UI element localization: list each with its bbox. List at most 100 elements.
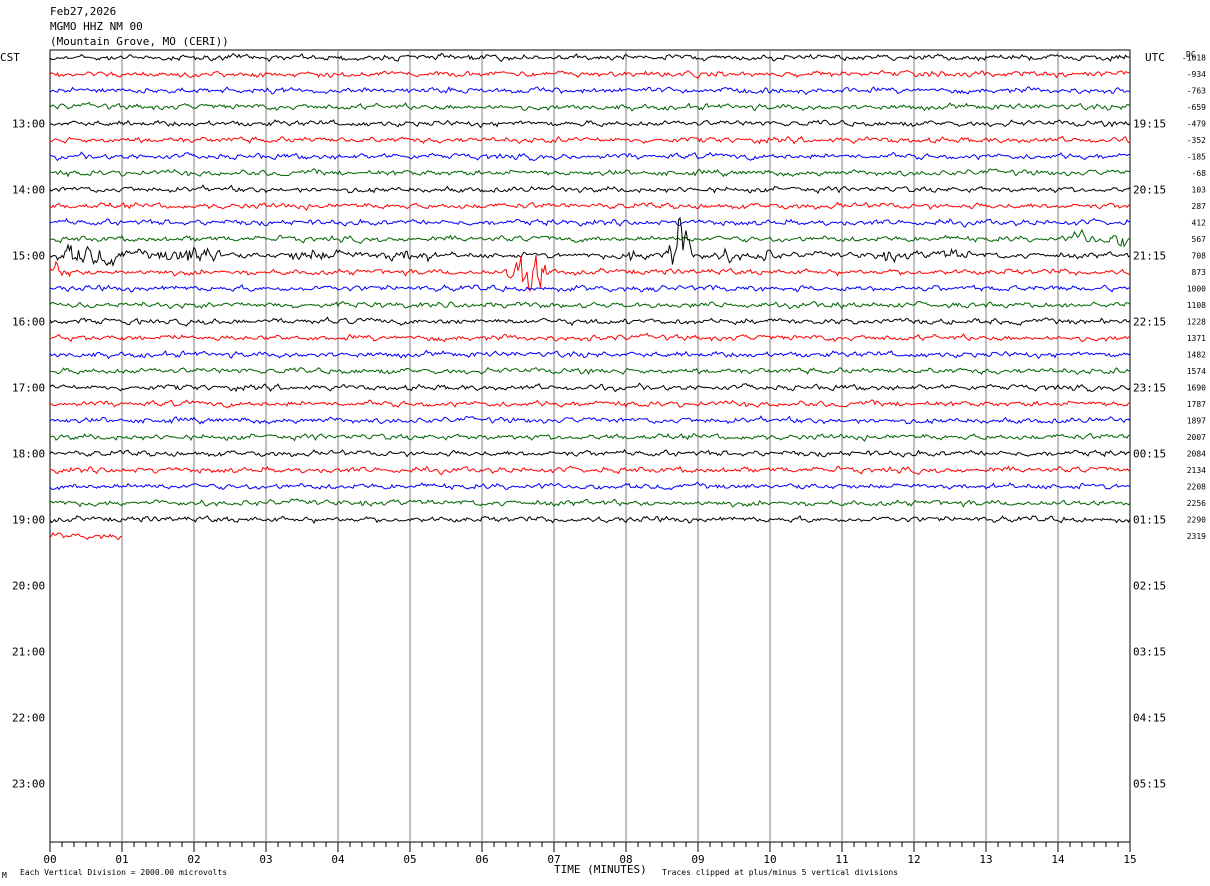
x-tick-label: 06: [475, 853, 488, 866]
seismic-trace: [49, 228, 1131, 248]
trace-group: [49, 52, 1131, 540]
seismic-trace: [49, 465, 1131, 476]
dc-offset-label: 1108: [1187, 301, 1206, 310]
x-tick-label: 08: [619, 853, 632, 866]
seismic-trace: [49, 498, 1131, 508]
seismic-trace: [49, 432, 1131, 442]
axes-group: 00 01 02 03 04 05 06 07 08 09 10 11 12 13 14 15 13:00 19:…: [12, 54, 1206, 867]
seismic-trace: [49, 316, 1131, 327]
cst-hour-label: 21:00: [12, 646, 45, 659]
x-tick-label: 10: [763, 853, 776, 866]
x-tick-label: 09: [691, 853, 704, 866]
x-tick-label: 14: [1051, 853, 1065, 866]
dc-offset-label: 708: [1192, 252, 1207, 261]
footer-scale-note: Each Vertical Division = 2000.00 microvo…: [20, 868, 227, 877]
seismic-trace: [49, 332, 1131, 343]
seismic-trace: [49, 217, 1131, 228]
x-axis-title: TIME (MINUTES): [554, 863, 647, 876]
seismic-trace: [49, 415, 1131, 425]
header-station: MGMO HHZ NM 00: [50, 20, 143, 33]
dc-offset-label: 567: [1192, 235, 1207, 244]
x-tick-label: 02: [187, 853, 200, 866]
header-date: Feb27,2026: [50, 5, 117, 18]
seismic-trace: [49, 69, 1131, 80]
x-tick-label: 15: [1123, 853, 1136, 866]
seismic-trace: [49, 86, 1130, 96]
dc-label: DC: [1186, 50, 1196, 59]
utc-hour-label: 22:15: [1133, 316, 1166, 329]
dc-offset-label: 1574: [1187, 367, 1206, 376]
seismic-trace: [49, 349, 1131, 360]
dc-offset-label: -185: [1187, 153, 1206, 162]
x-tick-label: 04: [331, 853, 345, 866]
plot-frame: [49, 49, 1131, 843]
grid-lines: [49, 49, 1131, 843]
seismic-trace: [49, 168, 1130, 178]
seismic-trace: [49, 201, 1131, 211]
dc-offset-label: 103: [1192, 186, 1207, 195]
x-tick-label: 13: [979, 853, 992, 866]
seismic-trace: [49, 366, 1131, 376]
dc-offset-label: 2290: [1187, 516, 1206, 525]
seismic-trace: [49, 382, 1131, 393]
dc-offset-label: 1482: [1187, 351, 1206, 360]
x-tick-label: 01: [115, 853, 128, 866]
dc-offset-label: 2319: [1187, 532, 1206, 541]
seismic-trace: [49, 119, 1131, 129]
cst-axis-label: CST: [0, 51, 20, 64]
header-location: (Mountain Grove, MO (CERI)): [50, 35, 229, 48]
utc-hour-label: 01:15: [1133, 514, 1166, 527]
cst-hour-label: 23:00: [12, 778, 45, 791]
seismic-trace: [49, 399, 1131, 409]
dc-offset-label: 1228: [1187, 318, 1206, 327]
dc-offset-label: -352: [1187, 136, 1206, 145]
seismic-trace: [49, 255, 1131, 293]
cst-hour-label: 22:00: [12, 712, 45, 725]
utc-hour-label: 20:15: [1133, 184, 1166, 197]
cst-hour-label: 13:00: [12, 118, 45, 131]
cst-hour-label: 15:00: [12, 250, 45, 263]
dc-offset-label: -68: [1192, 169, 1207, 178]
x-tick-label: 12: [907, 853, 920, 866]
dc-offset-label: 2256: [1187, 499, 1206, 508]
utc-hour-label: 05:15: [1133, 778, 1166, 791]
cst-hour-label: 19:00: [12, 514, 45, 527]
seismic-trace: [49, 216, 1131, 267]
dc-offset-label: 1690: [1187, 384, 1206, 393]
utc-hour-label: 19:15: [1133, 118, 1166, 131]
dc-offset-label: 1000: [1187, 285, 1206, 294]
dc-offset-label: 1897: [1187, 417, 1206, 426]
seismic-trace: [49, 482, 1131, 491]
utc-hour-label: 00:15: [1133, 448, 1166, 461]
corner-mark: M: [2, 871, 7, 880]
dc-offset-label: 2084: [1187, 450, 1206, 459]
footer-clip-note: Traces clipped at plus/minus 5 vertical …: [662, 868, 898, 877]
dc-offset-label: -934: [1187, 70, 1206, 79]
seismic-trace: [49, 515, 1131, 525]
seismic-trace: [49, 300, 1131, 310]
seismic-trace: [49, 532, 123, 540]
cst-hour-label: 17:00: [12, 382, 45, 395]
dc-offset-label: 287: [1192, 202, 1207, 211]
utc-hour-label: 03:15: [1133, 646, 1166, 659]
seismic-trace: [49, 448, 1131, 458]
utc-hour-label: 04:15: [1133, 712, 1166, 725]
dc-offset-label: 1371: [1187, 334, 1206, 343]
dc-offset-label: -659: [1187, 103, 1206, 112]
cst-hour-label: 16:00: [12, 316, 45, 329]
seismic-trace: [49, 184, 1131, 195]
seismic-trace: [49, 52, 1130, 63]
seismic-trace: [49, 101, 1131, 112]
dc-offset-label: -479: [1187, 120, 1206, 129]
cst-hour-label: 20:00: [12, 580, 45, 593]
dc-offset-label: 2007: [1187, 433, 1206, 442]
dc-offset-label: 873: [1192, 268, 1207, 277]
dc-offset-label: 2208: [1187, 483, 1206, 492]
cst-hour-label: 14:00: [12, 184, 45, 197]
x-tick-label: 03: [259, 853, 272, 866]
x-tick-label: 00: [43, 853, 56, 866]
utc-hour-label: 23:15: [1133, 382, 1166, 395]
dc-offset-label: 412: [1192, 219, 1207, 228]
utc-hour-label: 02:15: [1133, 580, 1166, 593]
